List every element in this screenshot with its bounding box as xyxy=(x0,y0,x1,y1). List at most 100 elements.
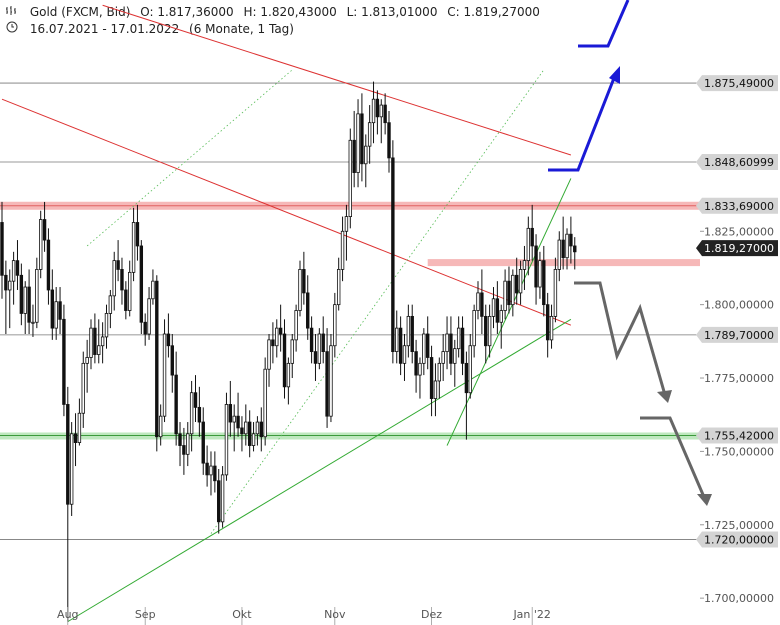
candle xyxy=(124,281,128,320)
candle xyxy=(364,134,368,188)
candle-body-up xyxy=(456,327,461,350)
bullish-scenario-arrow xyxy=(548,72,618,172)
candle xyxy=(31,304,35,337)
candle xyxy=(499,304,503,349)
y-tick-label: 1.775,00000 xyxy=(704,372,774,385)
candle-body-up xyxy=(333,304,337,347)
candle-body-down xyxy=(240,427,244,435)
candle xyxy=(97,319,101,364)
candle-body-down xyxy=(58,301,62,320)
candle xyxy=(441,334,445,381)
candle xyxy=(116,240,120,282)
candle xyxy=(11,251,16,305)
x-tick-label: Okt xyxy=(232,608,252,621)
candle-body-up xyxy=(371,98,376,124)
bearish-arrowhead-lower xyxy=(697,494,712,506)
candle-body-up xyxy=(244,421,248,435)
candle-body-up xyxy=(97,345,101,355)
candle-body-down xyxy=(321,333,325,353)
candle-body-down xyxy=(155,280,159,438)
candle-body-up xyxy=(317,333,322,364)
candle xyxy=(391,140,395,364)
candle-body-down xyxy=(383,104,387,124)
price-tag-shape xyxy=(696,240,778,257)
candle xyxy=(356,99,360,188)
candle xyxy=(263,357,267,446)
resistance-zone-secondary xyxy=(427,259,700,267)
candle xyxy=(422,328,426,376)
candle xyxy=(294,304,298,352)
candle xyxy=(538,251,542,299)
candle xyxy=(197,386,202,437)
candle xyxy=(553,257,558,323)
candle-body-down xyxy=(391,157,395,353)
candle-body-up xyxy=(340,230,345,270)
candle xyxy=(39,210,43,279)
candle xyxy=(162,319,167,423)
candle xyxy=(240,416,244,452)
candle xyxy=(62,304,66,417)
candle xyxy=(282,319,287,399)
candle-body-down xyxy=(73,433,78,443)
candle-body-down xyxy=(545,304,550,341)
candle-body-up xyxy=(468,345,472,394)
y-tick-label: 1.800,00000 xyxy=(704,299,774,312)
candle xyxy=(255,416,260,446)
candle-body-up xyxy=(557,239,561,270)
candle xyxy=(147,287,151,340)
candle xyxy=(526,216,531,276)
price-tag-label: 1.755,42000 xyxy=(704,429,774,442)
candle-body-up xyxy=(81,362,85,414)
candle-body-down xyxy=(124,289,128,311)
trendline-green-ascending-1 xyxy=(67,318,572,623)
candle xyxy=(309,316,314,364)
candle-body-down xyxy=(27,286,31,323)
candle xyxy=(402,334,407,381)
candle xyxy=(495,281,500,334)
candle-body-down xyxy=(313,351,318,364)
price-label-box: 1.789,70000 xyxy=(696,326,778,343)
price-tag-label: 1.789,70000 xyxy=(704,329,774,342)
candle-body-down xyxy=(387,122,391,159)
y-tick-label: 1.700,00000 xyxy=(704,592,774,605)
candle-body-up xyxy=(437,362,442,382)
candle xyxy=(329,334,333,423)
candle xyxy=(472,304,476,358)
candle xyxy=(542,245,546,317)
candle-body-down xyxy=(19,274,24,314)
candle xyxy=(151,269,155,305)
candle xyxy=(54,287,58,340)
candle-body-up xyxy=(54,301,58,329)
candle xyxy=(174,351,178,446)
candle xyxy=(209,451,213,496)
candle xyxy=(213,451,217,493)
candle xyxy=(290,334,294,379)
price-tag-label: 1.819,27000 xyxy=(704,242,774,255)
candle-body-down xyxy=(4,274,8,291)
candle-body-down xyxy=(15,260,20,276)
candle-body-up xyxy=(445,333,449,353)
candle-body-down xyxy=(193,392,198,408)
candle-body-down xyxy=(62,318,66,405)
candle-body-up xyxy=(453,348,457,364)
candle-body-down xyxy=(228,404,233,423)
price-tag-label: 1.848,60999 xyxy=(704,156,774,169)
candle-body-down xyxy=(507,280,511,306)
candle xyxy=(19,263,24,326)
candle xyxy=(464,351,469,440)
candle-body-up xyxy=(395,327,399,353)
candle xyxy=(155,275,159,452)
candle-body-up xyxy=(491,298,496,317)
candle-body-up xyxy=(441,351,445,364)
candle xyxy=(453,339,457,387)
candle-body-down xyxy=(414,351,418,376)
candle xyxy=(201,407,205,475)
candle xyxy=(267,334,271,387)
candle xyxy=(460,316,465,376)
candle xyxy=(484,304,488,364)
candle xyxy=(23,281,27,334)
candle xyxy=(468,334,472,399)
candle xyxy=(437,357,442,399)
price-tag-shape xyxy=(696,197,778,214)
